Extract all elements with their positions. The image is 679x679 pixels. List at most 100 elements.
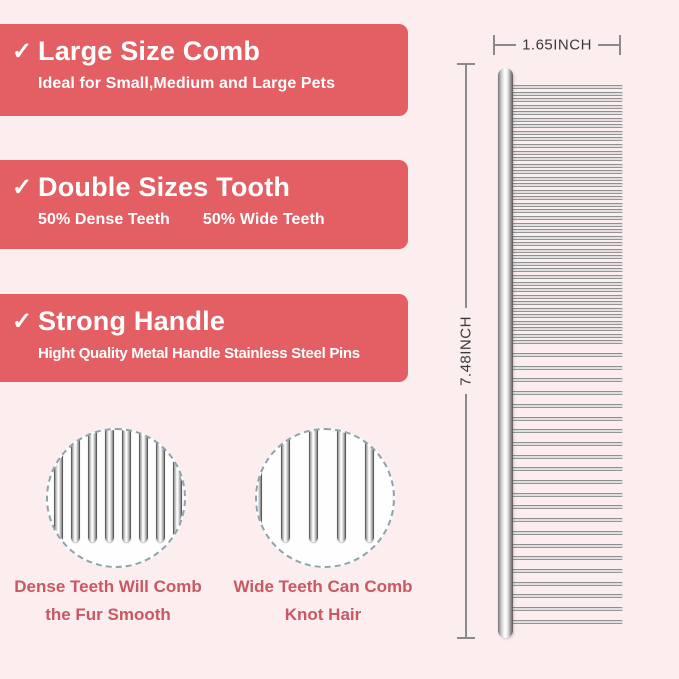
comb-tooth <box>506 215 623 221</box>
comb-tooth <box>506 529 623 536</box>
wide-teeth-ratio: 50% Wide Teeth <box>202 210 325 228</box>
comb-tooth <box>506 326 623 333</box>
comb-tooth <box>506 182 623 189</box>
checkmark-icon: ✓ <box>12 37 33 65</box>
comb-tooth <box>506 116 623 123</box>
wide-teeth-caption: Wide Teeth Can Comb Knot Hair <box>215 577 431 625</box>
comb-tooth <box>506 377 623 384</box>
comb-tooth <box>506 618 623 625</box>
width-dimension-line: 1.65INCH <box>493 35 621 55</box>
comb-tooth <box>506 319 623 326</box>
comb-tooth <box>506 169 623 176</box>
comb-pin <box>173 430 182 542</box>
banner-title: Strong Handle <box>38 306 226 336</box>
comb-tooth <box>506 103 623 110</box>
comb-pin <box>122 430 131 542</box>
comb-tooth <box>506 491 623 498</box>
comb-tooth <box>506 293 623 300</box>
feature-banner-strong-handle: ✓ Strong Handle Hight Quality Metal Hand… <box>0 294 408 382</box>
comb-tooth <box>506 156 623 163</box>
banner-subtitle: Hight Quality Metal Handle Stainless Ste… <box>38 344 360 362</box>
comb-tooth <box>506 247 623 254</box>
comb-tooth <box>506 402 623 409</box>
comb-tooth <box>506 208 623 215</box>
feature-banner-large-size: ✓ Large Size Comb Ideal for Small,Medium… <box>0 24 408 116</box>
comb-tooth <box>506 555 623 562</box>
dense-teeth-ratio: 50% Dense Teeth <box>38 210 170 228</box>
comb-tooth <box>506 260 623 267</box>
comb-pin <box>392 430 393 542</box>
height-dimension-label: 7.48INCH <box>455 308 477 394</box>
comb-pin <box>54 430 63 542</box>
banner-title: Double Sizes Tooth <box>38 172 291 202</box>
comb-tooth <box>506 332 623 339</box>
banner-title-row: ✓ Strong Handle <box>12 306 398 337</box>
comb-tooth <box>506 453 623 460</box>
checkmark-icon: ✓ <box>12 307 33 335</box>
comb-tooth <box>506 110 623 117</box>
caption-line: Wide Teeth Can Comb <box>233 577 413 596</box>
comb-tooth <box>506 517 623 524</box>
comb-tooth <box>506 221 623 228</box>
comb-tooth <box>506 97 623 104</box>
comb-tooth <box>506 129 623 136</box>
dimension-tick <box>493 35 495 55</box>
comb-tooth <box>506 339 623 346</box>
comb-tooth <box>506 542 623 549</box>
comb-tooth <box>506 241 623 248</box>
comb-tooth <box>506 606 623 612</box>
comb-tooth <box>506 254 623 261</box>
comb-tooth <box>506 390 623 397</box>
comb-tooth <box>506 479 623 485</box>
comb-pin <box>156 430 165 542</box>
comb-handle-spine <box>498 68 513 638</box>
dimension-tick <box>619 35 621 55</box>
comb-pin <box>139 430 148 542</box>
comb-tooth <box>506 567 623 574</box>
comb-tooth <box>506 188 623 195</box>
comb-tooth <box>506 287 623 294</box>
caption-line: Dense Teeth Will Comb <box>14 577 202 596</box>
comb-tooth <box>506 300 623 307</box>
comb-tooth <box>506 142 623 149</box>
height-dimension-line: 7.48INCH <box>455 63 477 639</box>
comb-tooth <box>506 175 623 182</box>
comb-tooth <box>506 428 623 435</box>
comb-tooth <box>506 580 623 587</box>
comb-pin <box>364 430 374 542</box>
comb-tooth <box>506 440 623 447</box>
comb-tooth <box>506 267 623 274</box>
comb-tooth <box>506 352 623 358</box>
comb-tooth <box>506 136 623 143</box>
comb-tooth <box>506 415 623 422</box>
comb-pin <box>280 430 290 542</box>
comb-pin <box>71 430 80 542</box>
banner-subtitle: Ideal for Small,Medium and Large Pets <box>38 74 336 92</box>
comb-tooth <box>506 195 623 202</box>
comb-tooth <box>506 149 623 156</box>
comb-tooth <box>506 504 623 511</box>
dense-teeth-closeup-circle <box>46 428 186 568</box>
comb-pin <box>88 430 97 542</box>
comb-pin <box>257 430 262 542</box>
comb-tooth <box>506 306 623 313</box>
comb-tooth <box>506 280 623 287</box>
dense-teeth-caption: Dense Teeth Will Comb the Fur Smooth <box>0 577 216 625</box>
comb-tooth <box>506 466 623 473</box>
banner-title-row: ✓ Large Size Comb <box>12 36 398 67</box>
width-dimension-label: 1.65INCH <box>516 36 598 54</box>
comb-pin <box>105 430 114 542</box>
banner-title-row: ✓ Double Sizes Tooth <box>12 172 398 203</box>
dimension-tick <box>457 63 475 65</box>
comb-tooth <box>506 162 623 169</box>
caption-line: Knot Hair <box>284 605 362 624</box>
feature-banner-double-tooth: ✓ Double Sizes Tooth 50% Dense Teeth 50% … <box>0 160 408 249</box>
banner-subtitle: 50% Dense Teeth 50% Wide Teeth <box>38 211 398 229</box>
comb-tooth <box>506 228 623 235</box>
comb-tooth <box>506 123 623 130</box>
comb-tooth <box>506 201 623 208</box>
comb-tooth <box>506 593 623 600</box>
comb-tooth <box>506 364 623 371</box>
dimension-tick <box>457 637 475 639</box>
